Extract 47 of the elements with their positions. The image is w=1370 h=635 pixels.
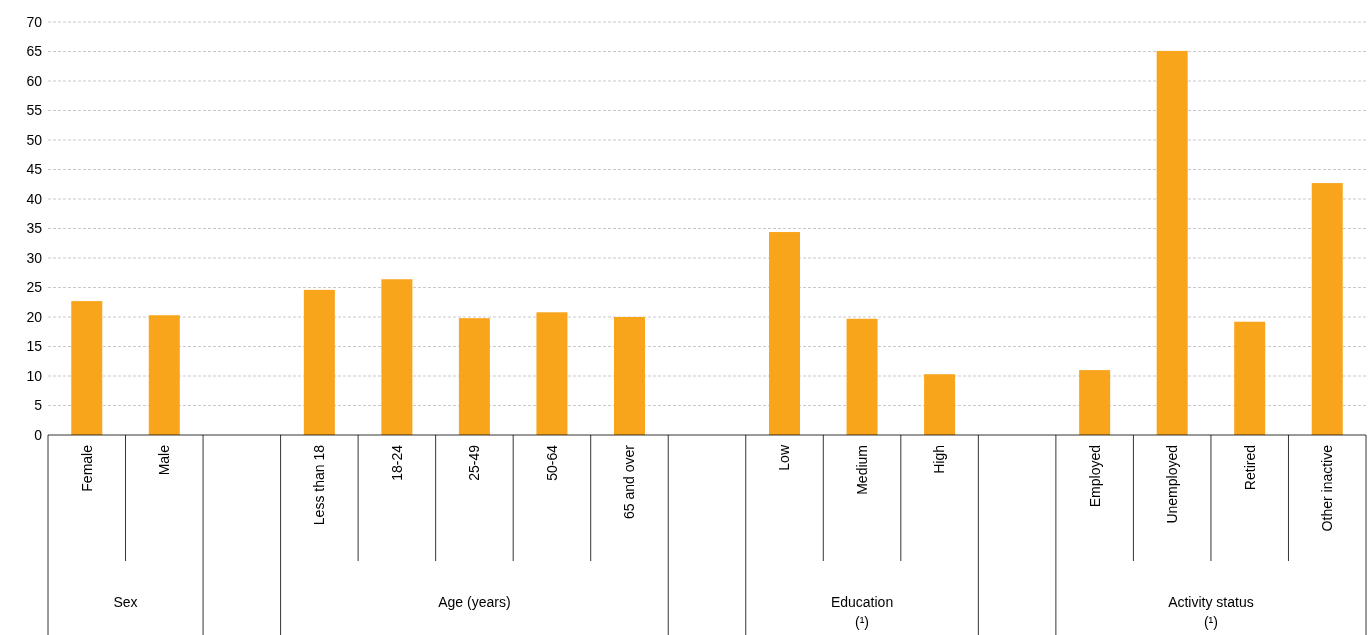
x-tick-label: Unemployed xyxy=(1164,445,1181,524)
bar xyxy=(846,318,878,435)
bar xyxy=(148,315,180,435)
y-tick-label: 60 xyxy=(26,72,43,89)
x-tick-label: Retired xyxy=(1241,445,1258,491)
y-tick-label: 10 xyxy=(26,367,43,384)
bar xyxy=(924,374,956,435)
bar xyxy=(613,317,645,435)
text: Activity status (¹) xyxy=(1168,594,1254,630)
x-tick-label: 50-64 xyxy=(543,444,560,481)
bar xyxy=(536,312,568,435)
x-tick-label: Employed xyxy=(1086,445,1103,508)
y-tick-label: 40 xyxy=(26,190,43,207)
bar xyxy=(1079,370,1111,435)
x-tick-label: Other inactive xyxy=(1319,444,1336,532)
text: Sex xyxy=(113,594,138,610)
y-tick-label: 45 xyxy=(26,161,43,178)
y-tick-label: 35 xyxy=(26,220,43,237)
bar xyxy=(1234,321,1266,435)
y-tick-label: 25 xyxy=(26,279,43,296)
y-tick-label: 5 xyxy=(34,397,43,414)
bar xyxy=(381,279,413,435)
y-tick-label: 15 xyxy=(26,338,43,355)
y-tick-label: 55 xyxy=(26,102,43,119)
bar xyxy=(458,318,490,435)
x-tick-label: Male xyxy=(156,444,173,476)
bar xyxy=(71,301,103,435)
y-tick-label: 70 xyxy=(26,13,43,30)
bar xyxy=(1156,50,1188,435)
text: Education (¹) xyxy=(830,594,894,630)
bar xyxy=(303,289,335,435)
y-tick-label: 50 xyxy=(26,131,43,148)
y-tick-label: 20 xyxy=(26,308,43,325)
bar xyxy=(769,232,801,435)
y-tick-label: 0 xyxy=(34,426,43,443)
bar xyxy=(1311,183,1343,435)
x-tick-label: Female xyxy=(78,444,95,492)
x-tick-label: Less than 18 xyxy=(311,444,328,526)
text: Age (years) xyxy=(438,594,511,610)
x-tick-label: Low xyxy=(776,444,793,471)
y-tick-label: 65 xyxy=(26,43,43,60)
y-tick-label: 30 xyxy=(26,249,43,266)
x-tick-label: 18-24 xyxy=(388,444,405,481)
x-tick-label: 65 and over xyxy=(621,444,638,519)
x-tick-label: 25-49 xyxy=(466,444,483,481)
x-tick-label: High xyxy=(931,445,948,474)
x-tick-label: Medium xyxy=(853,445,870,495)
